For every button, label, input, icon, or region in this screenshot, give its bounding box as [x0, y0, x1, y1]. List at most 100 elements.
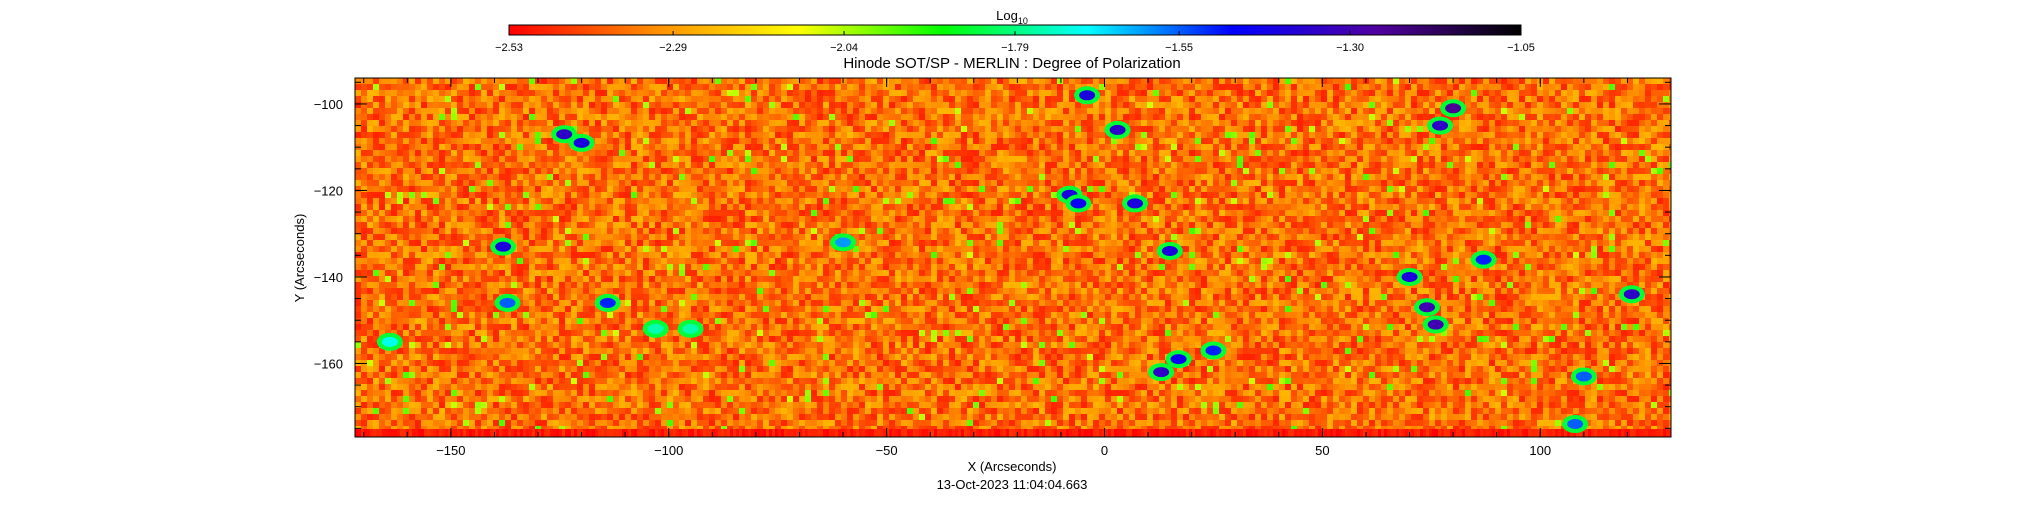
heatmap-cell	[1393, 144, 1399, 150]
heatmap-cell	[931, 162, 937, 168]
heatmap-cell	[637, 168, 643, 174]
heatmap-cell	[1573, 126, 1579, 132]
heatmap-cell	[1231, 102, 1237, 108]
heatmap-cell	[1027, 90, 1033, 96]
heatmap-cell	[643, 210, 649, 216]
heatmap-cell	[469, 114, 475, 120]
heatmap-cell	[853, 168, 859, 174]
heatmap-cell	[499, 168, 505, 174]
heatmap-cell	[1645, 120, 1651, 126]
heatmap-cell	[1309, 204, 1315, 210]
heatmap-cell	[1285, 162, 1291, 168]
heatmap-cell	[1459, 120, 1465, 126]
heatmap-cell	[1315, 204, 1321, 210]
heatmap-cell	[481, 114, 487, 120]
heatmap-cell	[1141, 210, 1147, 216]
heatmap-cell	[901, 204, 907, 210]
heatmap-cell	[1507, 78, 1513, 84]
heatmap-cell	[439, 96, 445, 102]
heatmap-cell	[1345, 198, 1351, 204]
heatmap-cell	[1075, 78, 1081, 84]
heatmap-cell	[1333, 150, 1339, 156]
heatmap-cell	[523, 78, 529, 84]
heatmap-cell	[1279, 132, 1285, 138]
heatmap-cell	[787, 156, 793, 162]
heatmap-cell	[1159, 156, 1165, 162]
heatmap-cell	[607, 108, 613, 114]
heatmap-cell	[1549, 204, 1555, 210]
heatmap-cell	[391, 144, 397, 150]
heatmap-cell	[1099, 192, 1105, 198]
heatmap-cell	[841, 150, 847, 156]
heatmap-cell	[631, 96, 637, 102]
heatmap-cell	[1207, 174, 1213, 180]
heatmap-cell	[1093, 174, 1099, 180]
heatmap-cell	[997, 192, 1003, 198]
heatmap-cell	[835, 198, 841, 204]
heatmap-cell	[757, 204, 763, 210]
heatmap-cell	[445, 102, 451, 108]
heatmap-cell	[943, 198, 949, 204]
heatmap-cell	[1051, 114, 1057, 120]
heatmap-cell	[1045, 174, 1051, 180]
heatmap-cell	[1447, 180, 1453, 186]
heatmap-cell	[943, 168, 949, 174]
heatmap-cell	[1423, 192, 1429, 198]
heatmap-cell	[805, 156, 811, 162]
heatmap-cell	[487, 108, 493, 114]
heatmap-cell	[997, 84, 1003, 90]
heatmap-cell	[385, 180, 391, 186]
heatmap-cell	[361, 132, 367, 138]
heatmap-cell	[1123, 96, 1129, 102]
heatmap-cell	[1195, 132, 1201, 138]
heatmap-cell	[1525, 114, 1531, 120]
heatmap-cell	[535, 132, 541, 138]
heatmap-cell	[463, 120, 469, 126]
heatmap-cell	[1369, 108, 1375, 114]
heatmap-cell	[1351, 150, 1357, 156]
heatmap-cell	[877, 108, 883, 114]
heatmap-cell	[859, 114, 865, 120]
heatmap-cell	[1303, 132, 1309, 138]
heatmap-cell	[745, 120, 751, 126]
heatmap-cell	[1237, 114, 1243, 120]
heatmap-cell	[1021, 84, 1027, 90]
heatmap-cell	[691, 120, 697, 126]
heatmap-cell	[1021, 144, 1027, 150]
heatmap-cell	[901, 96, 907, 102]
heatmap-cell	[1579, 120, 1585, 126]
heatmap-cell	[1423, 78, 1429, 84]
heatmap-cell	[1387, 102, 1393, 108]
heatmap-cell	[1393, 150, 1399, 156]
heatmap-cell	[439, 174, 445, 180]
heatmap-cell	[571, 168, 577, 174]
heatmap-cell	[841, 126, 847, 132]
heatmap-cell	[697, 138, 703, 144]
heatmap-cell	[373, 126, 379, 132]
heatmap-cell	[889, 132, 895, 138]
heatmap-cell	[487, 168, 493, 174]
heatmap-cell	[793, 114, 799, 120]
heatmap-cell	[1015, 210, 1021, 216]
heatmap-cell	[1237, 156, 1243, 162]
heatmap-cell	[583, 102, 589, 108]
heatmap-cell	[1381, 138, 1387, 144]
heatmap-cell	[853, 132, 859, 138]
heatmap-cell	[1597, 114, 1603, 120]
heatmap-cell	[595, 138, 601, 144]
heatmap-cell	[505, 96, 511, 102]
heatmap-cell	[1207, 144, 1213, 150]
heatmap-cell	[421, 192, 427, 198]
heatmap-cell	[1411, 174, 1417, 180]
heatmap-cell	[1651, 186, 1657, 192]
heatmap-cell	[643, 204, 649, 210]
heatmap-cell	[1129, 156, 1135, 162]
heatmap-cell	[397, 162, 403, 168]
heatmap-cell	[1129, 210, 1135, 216]
heatmap-cell	[1075, 84, 1081, 90]
heatmap-cell	[973, 102, 979, 108]
heatmap-cell	[421, 144, 427, 150]
heatmap-cell	[1615, 186, 1621, 192]
heatmap-cell	[979, 78, 985, 84]
heatmap-cell	[1375, 144, 1381, 150]
